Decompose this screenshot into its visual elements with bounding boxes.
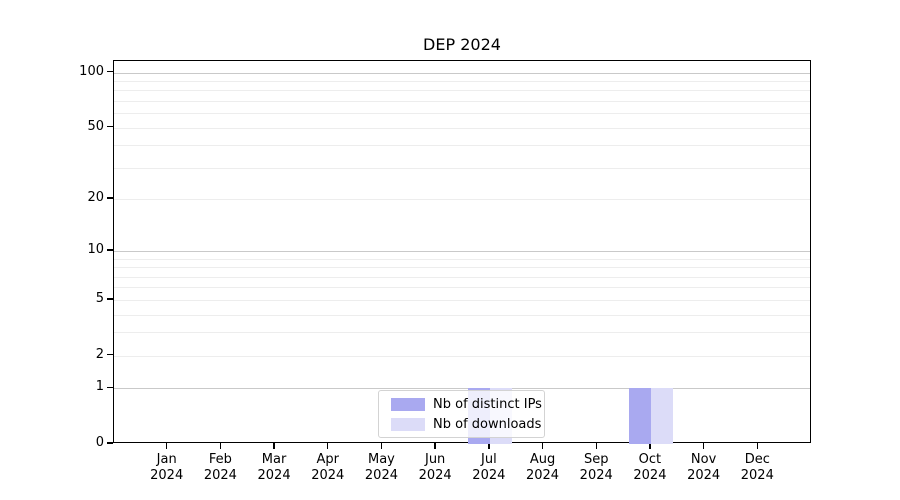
- x-tick-label-jun: Jun 2024: [418, 452, 452, 483]
- x-tick-label-nov: Nov 2024: [687, 452, 721, 483]
- gridline-minor: [114, 276, 810, 278]
- y-tick-label: 10: [87, 242, 104, 258]
- x-tick-label-oct: Oct 2024: [633, 452, 667, 483]
- gridline-minor: [114, 332, 810, 334]
- x-tick-label-may: May 2024: [364, 452, 398, 483]
- y-tick-mark: [107, 298, 113, 300]
- x-tick-mark: [702, 443, 705, 449]
- legend-label-distinct-ips: Nb of distinct IPs: [433, 396, 542, 412]
- plot-area: [113, 60, 811, 444]
- gridline-minor: [114, 299, 810, 301]
- legend-swatch-downloads-icon: [391, 417, 425, 431]
- x-tick-mark: [488, 443, 490, 449]
- y-tick-label: 1: [95, 379, 104, 395]
- x-tick-label-aug: Aug 2024: [525, 452, 560, 483]
- x-tick-mark: [434, 443, 436, 449]
- y-tick-mark: [107, 353, 113, 356]
- y-tick-label: 5: [95, 290, 104, 306]
- gridline-major: [114, 251, 810, 253]
- gridline-major: [114, 388, 810, 390]
- x-tick-label-dec: Dec 2024: [740, 452, 774, 483]
- x-tick-mark: [380, 443, 383, 449]
- y-tick-label: 2: [95, 346, 104, 362]
- legend-item-distinct-ips: Nb of distinct IPs: [391, 396, 544, 412]
- x-tick-label-mar: Mar 2024: [257, 452, 291, 483]
- gridline-minor: [114, 287, 810, 289]
- x-tick-mark: [219, 443, 222, 449]
- gridline-minor: [114, 127, 810, 129]
- gridline-minor: [114, 258, 810, 260]
- x-tick-mark: [165, 443, 168, 449]
- legend: Nb of distinct IPs Nb of downloads: [378, 390, 545, 438]
- gridline-minor: [114, 314, 810, 316]
- gridline-minor: [114, 145, 810, 147]
- gridline-minor: [114, 101, 810, 103]
- gridline-minor: [114, 199, 810, 201]
- x-tick-label-jan: Jan 2024: [150, 452, 184, 483]
- gridline-minor: [114, 81, 810, 83]
- x-tick-mark: [273, 443, 275, 449]
- gridline-minor: [114, 355, 810, 357]
- y-tick-mark: [107, 386, 113, 388]
- gridline-major: [114, 72, 810, 74]
- gridline-minor: [114, 113, 810, 115]
- x-tick-mark: [756, 443, 758, 449]
- y-tick-mark: [107, 249, 113, 251]
- y-tick-mark: [107, 71, 113, 73]
- y-tick-mark: [107, 197, 113, 199]
- legend-swatch-distinct-ips-icon: [391, 397, 425, 411]
- x-tick-label-jul: Jul 2024: [472, 452, 506, 483]
- y-tick-mark: [107, 442, 113, 444]
- x-tick-mark: [541, 443, 544, 449]
- x-tick-label-apr: Apr 2024: [311, 452, 345, 483]
- chart-title: DEP 2024: [423, 35, 501, 54]
- y-tick-label: 20: [87, 190, 104, 206]
- x-tick-mark: [595, 443, 597, 449]
- bar-downloads-oct: [650, 388, 673, 444]
- y-tick-mark: [107, 125, 113, 128]
- legend-item-downloads: Nb of downloads: [391, 416, 544, 432]
- y-tick-label: 100: [79, 63, 104, 79]
- gridline-minor: [114, 167, 810, 169]
- x-tick-mark: [649, 443, 651, 449]
- bar-distinct-ips-oct: [628, 388, 651, 444]
- x-tick-mark: [327, 443, 329, 449]
- x-tick-label-feb: Feb 2024: [203, 452, 237, 483]
- y-tick-label: 0: [95, 435, 104, 450]
- y-tick-label: 50: [87, 118, 104, 134]
- gridline-minor: [114, 267, 810, 269]
- gridline-minor: [114, 90, 810, 92]
- legend-label-downloads: Nb of downloads: [433, 416, 542, 432]
- x-tick-label-sep: Sep 2024: [579, 452, 613, 483]
